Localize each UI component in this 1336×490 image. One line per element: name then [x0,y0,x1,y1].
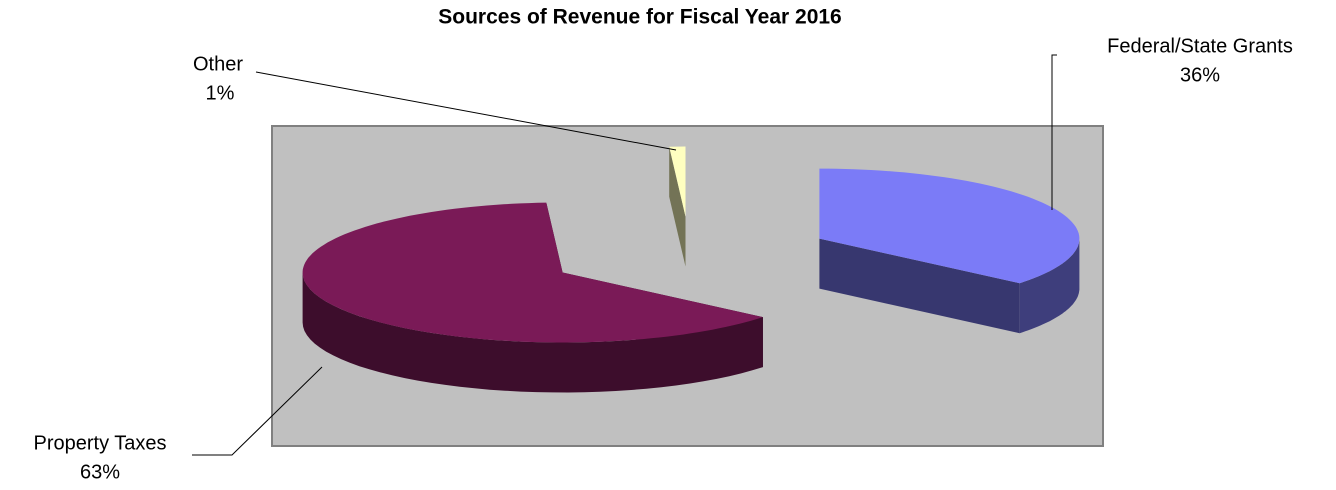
slice-side [302,272,763,393]
pie-slice [302,202,763,393]
slice-top [302,202,763,343]
slice-label: Other [193,53,243,75]
slice-wall [669,146,686,267]
slice-top [669,146,686,217]
leader-line [255,71,677,151]
slice-label: Property Taxes [33,432,166,454]
slice-side [1019,238,1080,334]
pie-slice [819,168,1080,334]
slice-value-label: 1% [206,82,235,104]
leader-line [1051,54,1057,210]
chart-title: Sources of Revenue for Fiscal Year 2016 [438,6,841,29]
slice-value-label: 36% [1180,64,1220,86]
slice-top [819,168,1080,284]
leader-line [192,366,323,456]
slice-wall [819,238,1020,334]
pie [302,146,1080,393]
slice-label: Federal/State Grants [1107,35,1293,57]
slice-value-label: 63% [80,461,120,483]
pie-slice [669,146,686,267]
